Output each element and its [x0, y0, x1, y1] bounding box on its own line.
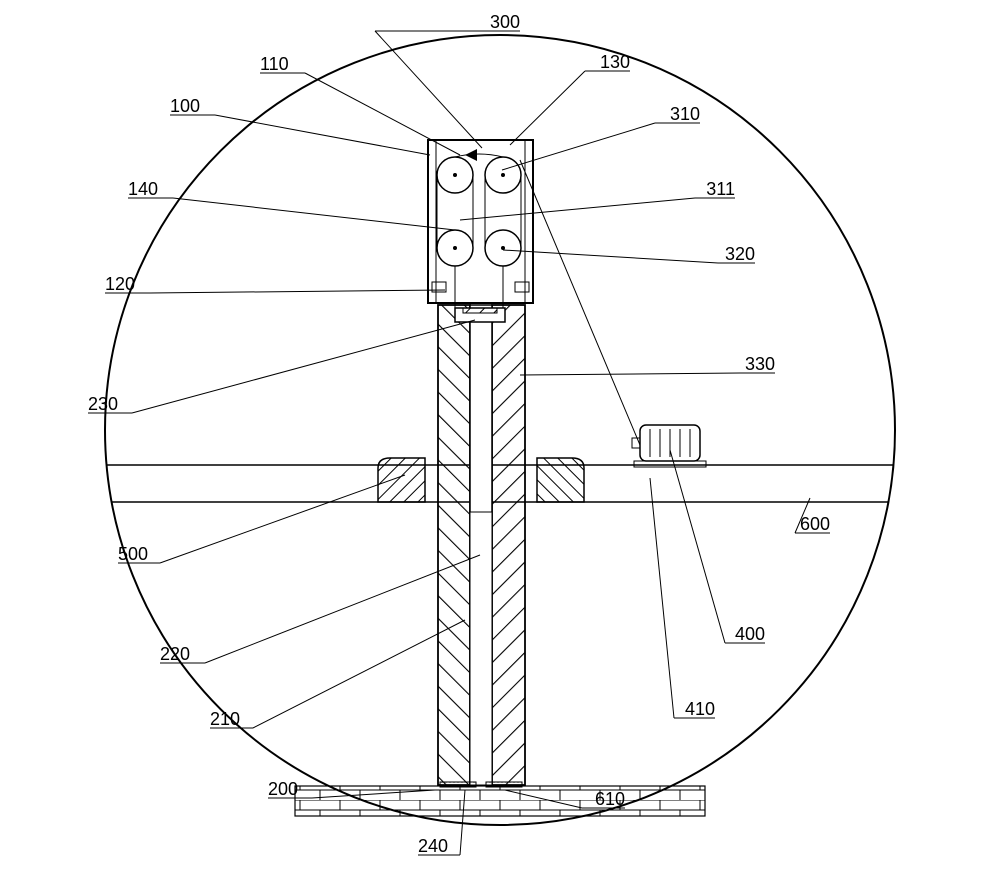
- winch-base: [634, 461, 706, 467]
- winch-cable: [520, 160, 640, 445]
- patent-diagram: 300 110 130 100 310 140 311 120 320 230 330 500 600 2…: [0, 0, 1000, 870]
- label-320: 320: [725, 244, 755, 264]
- pile-core: [470, 512, 492, 785]
- leader-line: [215, 115, 430, 155]
- leader-line: [503, 250, 718, 263]
- support-block: [537, 458, 584, 502]
- label-130: 130: [600, 52, 630, 72]
- support-block: [378, 458, 425, 502]
- leader-line: [650, 478, 674, 718]
- label-410: 410: [685, 699, 715, 719]
- drawing-layer: [105, 35, 895, 825]
- leader-line: [670, 450, 725, 643]
- label-500: 500: [118, 544, 148, 564]
- label-100: 100: [170, 96, 200, 116]
- label-140: 140: [128, 179, 158, 199]
- leader-line: [520, 373, 740, 375]
- leader-line: [150, 290, 445, 293]
- leader-line: [375, 31, 482, 148]
- ground: [295, 786, 705, 816]
- leader-line: [253, 620, 465, 728]
- tab: [515, 282, 529, 292]
- leader-line: [173, 198, 455, 230]
- cord-top: [455, 154, 503, 157]
- label-230: 230: [88, 394, 118, 414]
- leader-line: [510, 71, 585, 145]
- label-610: 610: [595, 789, 625, 809]
- label-400: 400: [735, 624, 765, 644]
- leader-line: [460, 198, 695, 220]
- label-240: 240: [418, 836, 448, 856]
- pulley-axle: [501, 246, 505, 250]
- pulley-axle: [453, 246, 457, 250]
- leader-line: [305, 73, 460, 155]
- label-311: 311: [706, 179, 735, 199]
- pile-wall-left: [438, 305, 470, 785]
- pulley-axle: [501, 173, 505, 177]
- label-330: 330: [745, 354, 775, 374]
- leader-line: [160, 475, 405, 563]
- pile-wall-right: [492, 305, 525, 785]
- pulley-axle: [453, 173, 457, 177]
- label-210: 210: [210, 709, 240, 729]
- label-600: 600: [800, 514, 830, 534]
- leader-line: [132, 320, 475, 413]
- label-200: 200: [268, 779, 298, 799]
- label-120: 120: [105, 274, 135, 294]
- cap-insert: [463, 308, 497, 313]
- label-310: 310: [670, 104, 700, 124]
- label-300: 300: [490, 12, 520, 32]
- marker-300: [465, 149, 477, 161]
- label-110: 110: [260, 54, 289, 74]
- label-220: 220: [160, 644, 190, 664]
